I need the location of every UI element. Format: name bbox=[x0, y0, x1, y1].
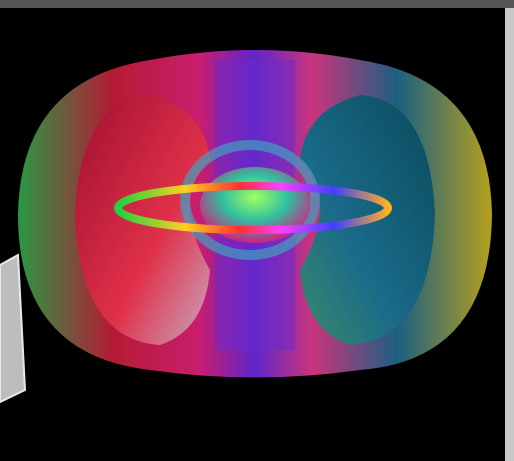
top-bar bbox=[0, 0, 514, 8]
inner-torus bbox=[180, 140, 320, 260]
side-box bbox=[0, 253, 27, 404]
ring bbox=[114, 182, 392, 234]
right-edge bbox=[505, 8, 514, 461]
